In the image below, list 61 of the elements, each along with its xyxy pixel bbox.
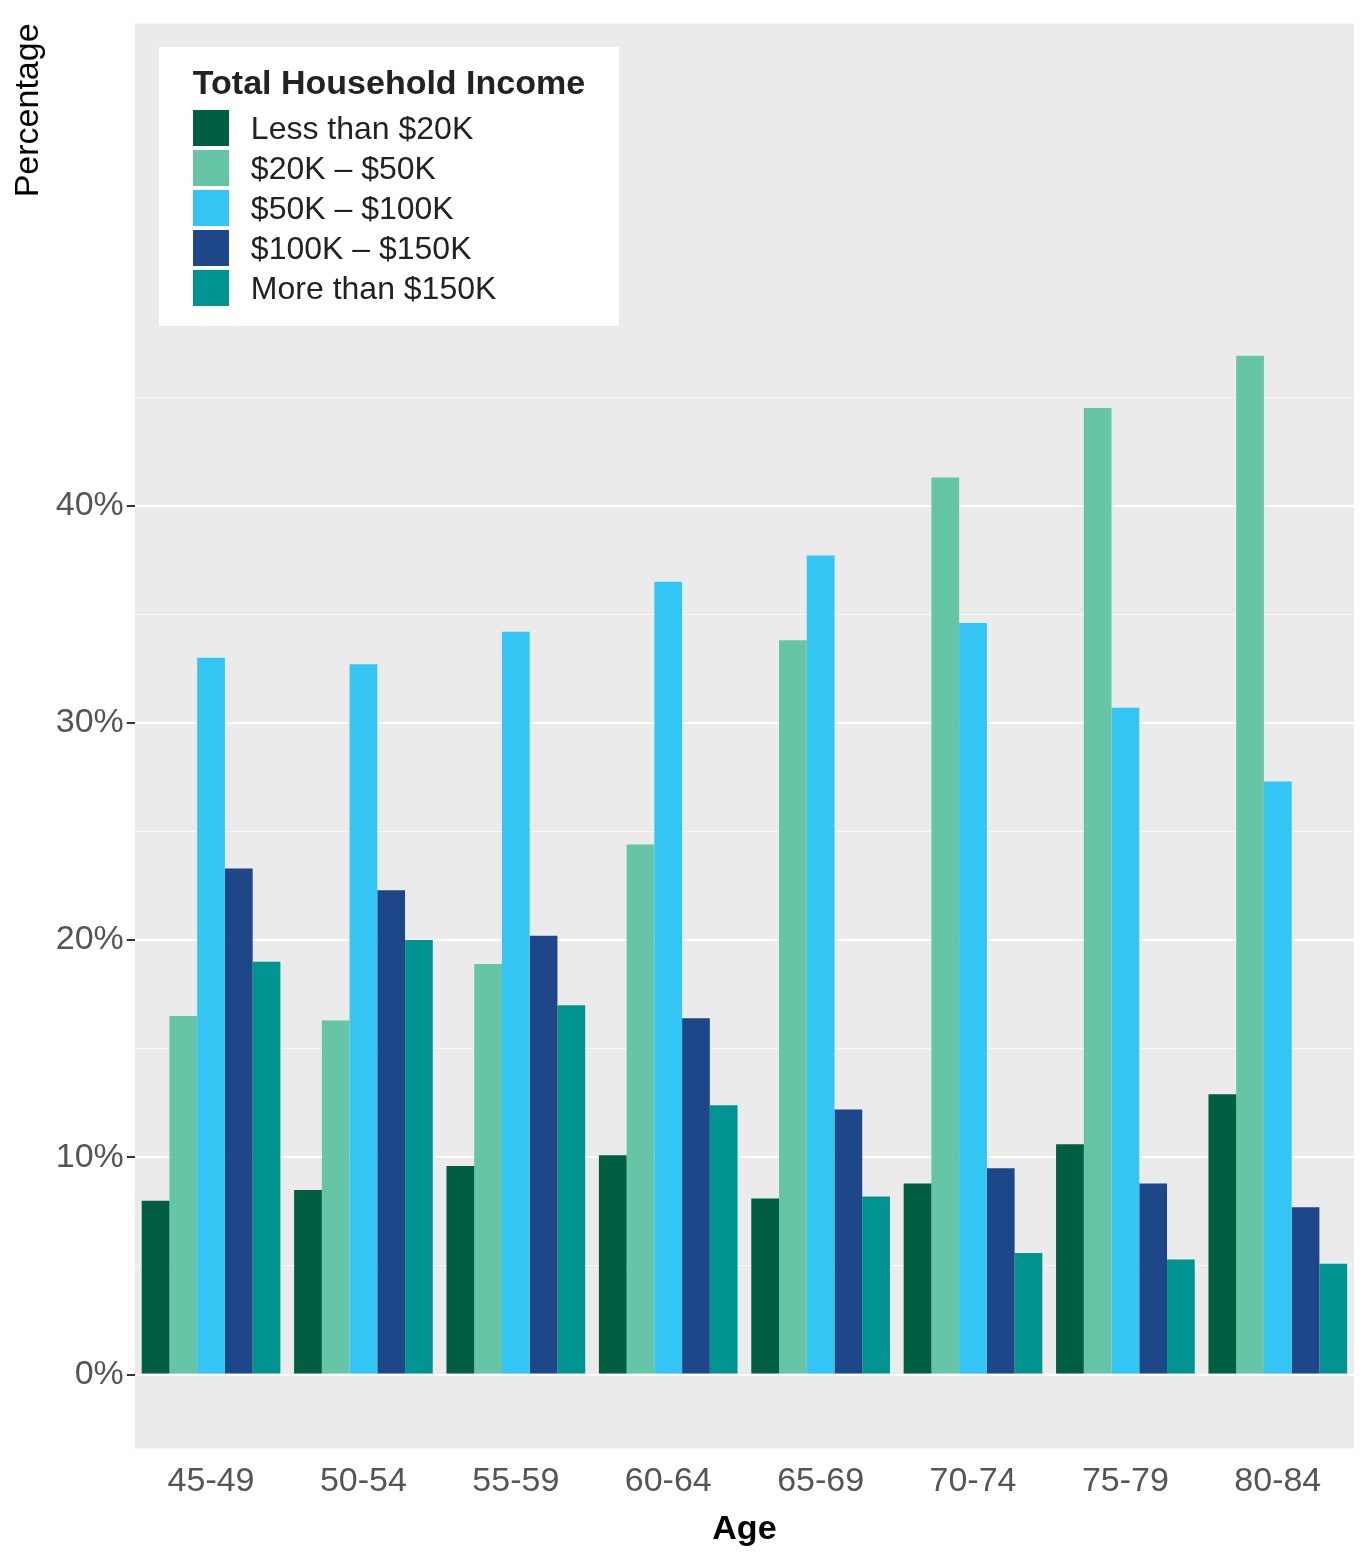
- legend-title: Total Household Income: [192, 63, 586, 103]
- y-axis-title: Percentage: [6, 23, 45, 198]
- bar: [141, 1200, 170, 1374]
- bar: [751, 1198, 780, 1374]
- bar: [931, 477, 960, 1374]
- y-tick-label: 10%: [55, 1135, 124, 1174]
- y-tick-label: 30%: [55, 701, 124, 740]
- bar: [377, 890, 406, 1374]
- y-tick-label: 40%: [55, 484, 124, 523]
- bar: [474, 963, 502, 1374]
- bar: [1263, 781, 1292, 1374]
- x-tick-label: 55-59: [472, 1460, 560, 1499]
- legend-label: More than $150K: [250, 269, 497, 307]
- legend-label: $100K – $150K: [250, 229, 472, 267]
- bar: [626, 844, 655, 1374]
- x-tick-label: 60-64: [624, 1460, 712, 1499]
- bar: [405, 940, 433, 1374]
- bar: [806, 555, 835, 1374]
- bar: [294, 1189, 322, 1374]
- bar: [252, 961, 281, 1374]
- x-tick-label: 70-74: [929, 1460, 1017, 1499]
- bar: [1291, 1207, 1320, 1374]
- bar: [682, 1018, 710, 1374]
- x-axis-title: Age: [712, 1507, 777, 1546]
- bar: [1236, 355, 1264, 1374]
- bar: [1167, 1259, 1195, 1374]
- bar: [1014, 1252, 1043, 1374]
- bar: [169, 1016, 198, 1374]
- bar: [986, 1168, 1015, 1374]
- bar: [557, 1005, 586, 1374]
- bar: [779, 640, 807, 1374]
- y-tick-label: 0%: [74, 1352, 124, 1391]
- y-tick-label: 20%: [55, 918, 124, 957]
- legend-label: $20K – $50K: [250, 149, 436, 187]
- bar: [349, 664, 378, 1374]
- bar: [446, 1166, 475, 1374]
- bar: [321, 1020, 350, 1374]
- bar: [529, 935, 558, 1374]
- bar: [862, 1196, 890, 1374]
- bar: [654, 581, 683, 1374]
- bar: [959, 622, 987, 1374]
- x-tick-label: 45-49: [167, 1460, 255, 1499]
- bar: [834, 1109, 863, 1374]
- bar: [1139, 1183, 1168, 1374]
- x-tick-label: 65-69: [777, 1460, 865, 1499]
- x-tick-label: 75-79: [1081, 1460, 1169, 1499]
- bar: [224, 868, 253, 1374]
- bar: [1083, 407, 1112, 1374]
- bar: [197, 657, 225, 1374]
- bar: [709, 1105, 738, 1374]
- bar: [598, 1155, 627, 1374]
- x-tick-label: 50-54: [319, 1460, 407, 1499]
- bar: [1056, 1144, 1084, 1374]
- legend-label: $50K – $100K: [250, 189, 454, 227]
- x-tick-label: 80-84: [1234, 1460, 1322, 1499]
- legend-label: Less than $20K: [250, 109, 474, 147]
- bar: [1319, 1263, 1348, 1374]
- bar: [903, 1183, 932, 1374]
- bar: [1208, 1094, 1237, 1374]
- bar: [1111, 707, 1140, 1374]
- bar: [501, 631, 530, 1374]
